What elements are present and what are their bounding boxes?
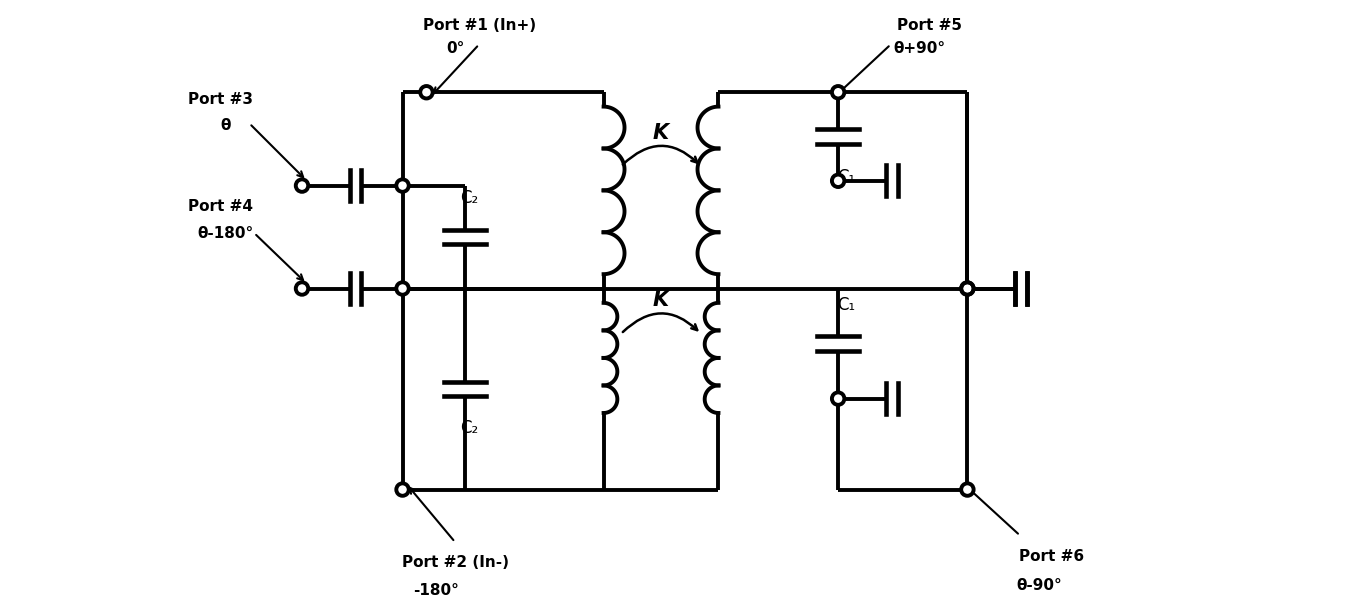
Circle shape xyxy=(962,282,974,295)
Text: 0°: 0° xyxy=(446,41,464,56)
Circle shape xyxy=(832,175,844,187)
Circle shape xyxy=(962,282,974,295)
Circle shape xyxy=(295,282,308,295)
Circle shape xyxy=(295,179,308,192)
Text: Port #6: Port #6 xyxy=(1019,549,1085,564)
Circle shape xyxy=(832,86,844,99)
Text: -180°: -180° xyxy=(413,583,460,598)
Text: Port #4: Port #4 xyxy=(189,199,253,214)
Text: K: K xyxy=(653,291,669,311)
Text: C₁: C₁ xyxy=(837,296,855,314)
Text: C₂: C₂ xyxy=(461,419,479,436)
Text: C₁: C₁ xyxy=(837,168,855,186)
Text: θ+90°: θ+90° xyxy=(893,41,945,56)
Circle shape xyxy=(420,86,432,99)
Circle shape xyxy=(397,179,409,192)
Circle shape xyxy=(397,282,409,295)
Text: Port #5: Port #5 xyxy=(896,18,962,33)
Circle shape xyxy=(832,393,844,405)
Text: θ-90°: θ-90° xyxy=(1016,578,1062,592)
Text: Port #3: Port #3 xyxy=(189,92,253,107)
Text: Port #1 (In+): Port #1 (In+) xyxy=(423,18,536,33)
Text: θ-180°: θ-180° xyxy=(197,226,253,241)
Circle shape xyxy=(962,483,974,496)
Circle shape xyxy=(397,483,409,496)
Text: C₂: C₂ xyxy=(461,190,479,207)
Text: Port #2 (In-): Port #2 (In-) xyxy=(402,554,509,569)
Text: K: K xyxy=(653,123,669,143)
Text: θ: θ xyxy=(220,118,231,133)
